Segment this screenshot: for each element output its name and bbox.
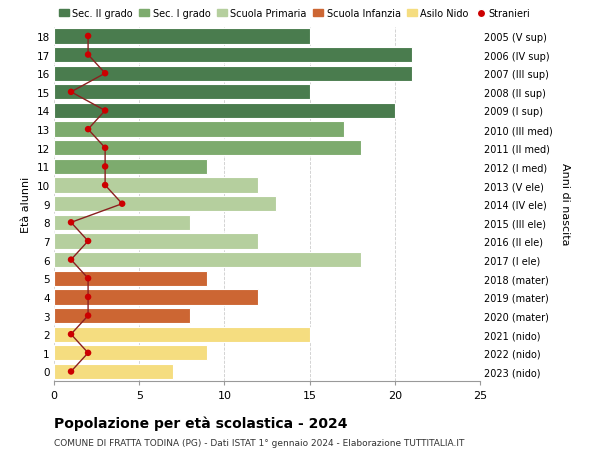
Y-axis label: Età alunni: Età alunni [21, 176, 31, 232]
Point [66, 257, 76, 264]
Bar [54, 122, 344, 138]
Bar [54, 196, 275, 212]
Point [100, 182, 110, 189]
Point [83, 275, 93, 282]
Bar [54, 104, 395, 119]
Point [100, 163, 110, 171]
Text: COMUNE DI FRATTA TODINA (PG) - Dati ISTAT 1° gennaio 2024 - Elaborazione TUTTITA: COMUNE DI FRATTA TODINA (PG) - Dati ISTA… [54, 438, 464, 448]
Point [100, 107, 110, 115]
Legend: Sec. II grado, Sec. I grado, Scuola Primaria, Scuola Infanzia, Asilo Nido, Stran: Sec. II grado, Sec. I grado, Scuola Prim… [59, 9, 530, 19]
Point [66, 331, 76, 338]
Point [83, 238, 93, 245]
Bar [54, 85, 310, 100]
Bar [54, 141, 361, 156]
Point [83, 33, 93, 40]
Point [66, 368, 76, 375]
Text: Popolazione per età scolastica - 2024: Popolazione per età scolastica - 2024 [54, 415, 347, 430]
Bar [54, 327, 310, 342]
Bar [54, 252, 361, 268]
Bar [54, 67, 412, 82]
Bar [54, 29, 310, 45]
Point [83, 52, 93, 59]
Point [66, 219, 76, 227]
Bar [54, 178, 259, 193]
Point [83, 312, 93, 319]
Point [66, 89, 76, 96]
Bar [54, 271, 208, 286]
Bar [54, 290, 259, 305]
Bar [54, 364, 173, 379]
Bar [54, 346, 208, 361]
Y-axis label: Anni di nascita: Anni di nascita [560, 163, 569, 246]
Bar [54, 308, 190, 324]
Point [83, 349, 93, 357]
Bar [54, 215, 190, 230]
Point [83, 294, 93, 301]
Point [118, 201, 127, 208]
Bar [54, 159, 208, 175]
Bar [54, 234, 259, 249]
Point [83, 126, 93, 134]
Point [100, 145, 110, 152]
Point [100, 70, 110, 78]
Bar [54, 48, 412, 63]
